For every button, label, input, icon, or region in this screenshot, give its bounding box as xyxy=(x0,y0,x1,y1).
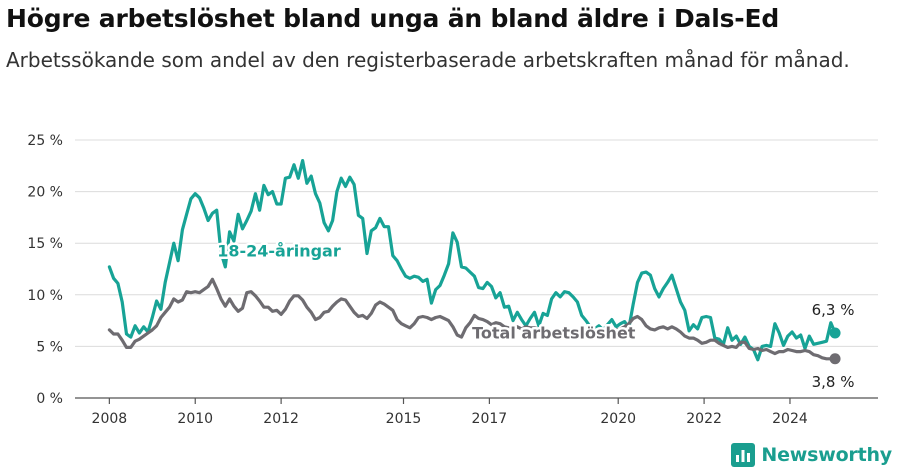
series-end-point-18-24-aringar xyxy=(829,327,841,339)
x-tick-label: 2010 xyxy=(177,411,213,427)
x-tick-label: 2020 xyxy=(600,411,636,427)
series-label-total-arbetsloshet: Total arbetslöshet xyxy=(472,324,636,343)
brand-name: Newsworthy xyxy=(761,444,892,466)
series-end-label-total-arbetsloshet: 3,8 % xyxy=(812,373,855,391)
chart-subtitle: Arbetssökande som andel av den registerb… xyxy=(6,48,850,72)
series-line-18-24-aringar xyxy=(107,159,837,362)
y-tick-label: 25 % xyxy=(27,133,63,149)
x-tick-label: 2024 xyxy=(772,411,808,427)
x-tick-label: 2017 xyxy=(472,411,508,427)
y-tick-label: 20 % xyxy=(27,185,63,201)
newsworthy-logo-icon xyxy=(731,443,756,467)
x-tick-label: 2008 xyxy=(92,411,128,427)
series-label-18-24-aringar: 18-24-åringar xyxy=(217,242,341,261)
series-end-point-total-arbetsloshet xyxy=(829,353,841,365)
series-end-label-18-24-aringar: 6,3 % xyxy=(812,301,855,319)
y-tick-label: 5 % xyxy=(36,339,63,355)
x-tick-label: 2022 xyxy=(686,411,722,427)
y-tick-label: 0 % xyxy=(36,391,63,407)
chart-title: Högre arbetslöshet bland unga än bland ä… xyxy=(6,4,780,33)
x-tick-label: 2015 xyxy=(386,411,422,427)
x-tick-label: 2012 xyxy=(263,411,299,427)
y-tick-label: 10 % xyxy=(27,288,63,304)
brand-logo: Newsworthy xyxy=(731,442,892,468)
series-line-total-arbetsloshet xyxy=(107,277,837,361)
y-tick-label: 15 % xyxy=(27,236,63,252)
